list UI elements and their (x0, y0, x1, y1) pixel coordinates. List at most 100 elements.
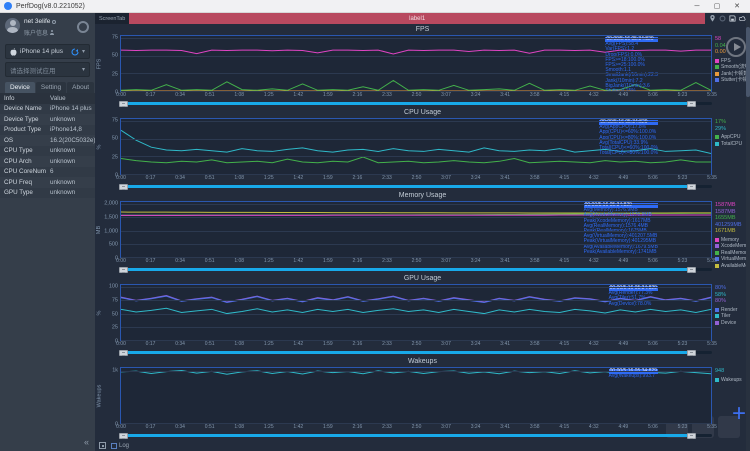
account-info[interactable]: 账户信息 (24, 28, 90, 37)
scrollbar-right-handle[interactable] (687, 100, 697, 107)
current-value: 80% (715, 285, 727, 291)
chart-scrollbar[interactable] (119, 349, 712, 356)
record-button[interactable] (77, 21, 89, 33)
scrollbar-range[interactable] (121, 185, 695, 188)
legend-item[interactable]: Wakeups (715, 377, 750, 384)
x-tick: 1:08 (234, 92, 245, 98)
device-selector-value: iPhone 14 plus (20, 48, 64, 55)
legend-item[interactable]: XcodeMemory (715, 243, 750, 250)
gridline (121, 326, 711, 328)
x-tick: 1:59 (322, 424, 333, 430)
add-chart-icon[interactable] (99, 442, 106, 449)
sidebar-collapse-button[interactable]: « (83, 437, 89, 447)
play-button[interactable] (726, 37, 746, 57)
vertical-scrollbar[interactable] (746, 13, 750, 451)
plot[interactable]: 00:00/5:16 05:34:829Avg(Memory):1576.9MB… (120, 201, 712, 258)
x-tick: 1:42 (293, 424, 304, 430)
chart-scrollbar[interactable] (119, 183, 712, 190)
device-selector[interactable]: iPhone 14 plus ▾ (5, 44, 90, 59)
scrollbar-left-handle[interactable] (119, 266, 128, 273)
tab-setting[interactable]: Setting (35, 82, 67, 93)
tab-about[interactable]: About (67, 82, 95, 93)
marker-label-bar[interactable]: label1 (129, 13, 705, 24)
legend: AppCPU TotalCPU (715, 134, 750, 147)
legend-item[interactable]: AppCPU (715, 134, 750, 141)
app-selector[interactable]: 请选择测试应用 ▾ (5, 62, 90, 77)
plot[interactable]: 00:00/5:16 05:34:829Avg(AppCPU):17.8%App… (120, 118, 712, 175)
x-tick: 4:32 (588, 341, 599, 347)
x-tick: 1:42 (293, 258, 304, 264)
legend-item[interactable]: FPS (715, 58, 750, 65)
x-tick: 3:41 (500, 424, 511, 430)
chart-panel-fps: FPS FPS 75 50 25 0 00:00/5:16 05:34:829Avg(… (95, 25, 750, 108)
chart-scrollbar[interactable] (119, 266, 712, 273)
legend-item[interactable]: Stutter(卡顿率) (715, 77, 750, 84)
x-ticks: 0:00 0:17 0:34 0:51 1:08 1:25 1:42 1:59 2:16 2:33… (116, 424, 717, 432)
legend-item[interactable]: VirtualMemory (715, 256, 750, 263)
x-tick: 5:06 (648, 258, 658, 264)
chart-scrollbar[interactable] (119, 432, 712, 439)
plot[interactable]: 00:00/5:16 05:34:829Avg(Wakeups):993.7 (120, 367, 712, 424)
legend-item[interactable]: Render (715, 307, 750, 314)
vertical-scrollbar-thumb[interactable] (746, 27, 750, 97)
maximize-button[interactable]: ▢ (713, 3, 721, 10)
window-title: PerfDog(v8.0.221052) (16, 2, 85, 10)
scrollbar-left-handle[interactable] (119, 100, 128, 107)
x-tick: 3:58 (529, 175, 540, 181)
legend-item[interactable]: Jank(卡顿数) (715, 71, 750, 78)
scrollbar-left-handle[interactable] (119, 432, 128, 439)
x-tick: 3:07 (441, 175, 451, 181)
x-tick: 4:15 (559, 92, 570, 98)
scrollbar-right-handle[interactable] (687, 183, 697, 190)
legend-item[interactable]: Memory (715, 237, 750, 244)
scrollbar-right-handle[interactable] (687, 432, 697, 439)
legend-item[interactable]: Tiler (715, 313, 750, 320)
legend-item[interactable]: Device (715, 320, 750, 327)
x-tick: 4:15 (559, 258, 570, 264)
current-value: 58 (715, 36, 722, 42)
legend-item[interactable]: AvailableMemory (715, 263, 750, 270)
chart-scrollbar[interactable] (119, 100, 712, 107)
screen-tab[interactable]: ScreenTab (95, 13, 130, 24)
location-pin-icon[interactable] (709, 15, 716, 22)
x-tick: 3:07 (441, 258, 451, 264)
current-value: 0.00 (715, 49, 726, 55)
add-panel-button[interactable]: + (731, 400, 746, 427)
ring-icon[interactable] (719, 15, 726, 22)
refresh-icon[interactable] (71, 47, 79, 56)
legend-item[interactable]: Smooth(流畅度) (715, 64, 750, 71)
scrollbar-range[interactable] (121, 351, 695, 354)
log-checkbox[interactable]: Log (111, 442, 129, 449)
tab-device[interactable]: Device (5, 82, 35, 93)
scrollbar-left-handle[interactable] (119, 183, 128, 190)
current-value: 58% (715, 291, 727, 298)
y-tick: 2,000 (104, 200, 118, 207)
legend-item[interactable]: RealMemory (715, 250, 750, 257)
table-row: CPU CoreNum 6 (0, 166, 95, 177)
gridline (121, 300, 711, 302)
scrollbar-right-handle[interactable] (687, 349, 697, 356)
legend: MemoryXcodeMemoryRealMemoryVirtualMemory… (715, 237, 750, 270)
plot[interactable]: 00:00/5:16 05:34:829Avg(FPS):58.4Var(FPS… (120, 35, 712, 94)
scrollbar-left-handle[interactable] (119, 349, 128, 356)
y-tick: 500 (108, 241, 118, 248)
scrollbar-range[interactable] (121, 102, 695, 105)
plot[interactable]: 00:00/5:16 05:34:829Avg(Render):77.3%Avg… (120, 284, 712, 341)
legend-item[interactable]: TotalCPU (715, 141, 750, 148)
save-icon[interactable] (729, 15, 736, 22)
x-tick: 0:00 (116, 341, 126, 347)
gridline (121, 174, 711, 175)
chart-panel-memory-usage: Memory Usage MB 2,000 1,500 1,000 500 0 00:0… (95, 191, 750, 274)
table-row: Device Name iPhone 14 plus (0, 103, 95, 114)
scrollbar-right-handle[interactable] (687, 266, 697, 273)
app-icon (4, 2, 12, 10)
x-tick: 0:34 (175, 92, 185, 98)
minimize-button[interactable]: ─ (694, 2, 700, 10)
table-row: GPU Type unknown (0, 187, 95, 198)
scrollbar-range[interactable] (121, 434, 695, 437)
scrollbar-range[interactable] (121, 268, 695, 271)
cloud-icon[interactable] (739, 15, 746, 22)
close-button[interactable]: ✕ (734, 3, 740, 10)
y-axis-label: % (95, 310, 102, 315)
x-tick: 3:24 (470, 424, 481, 430)
